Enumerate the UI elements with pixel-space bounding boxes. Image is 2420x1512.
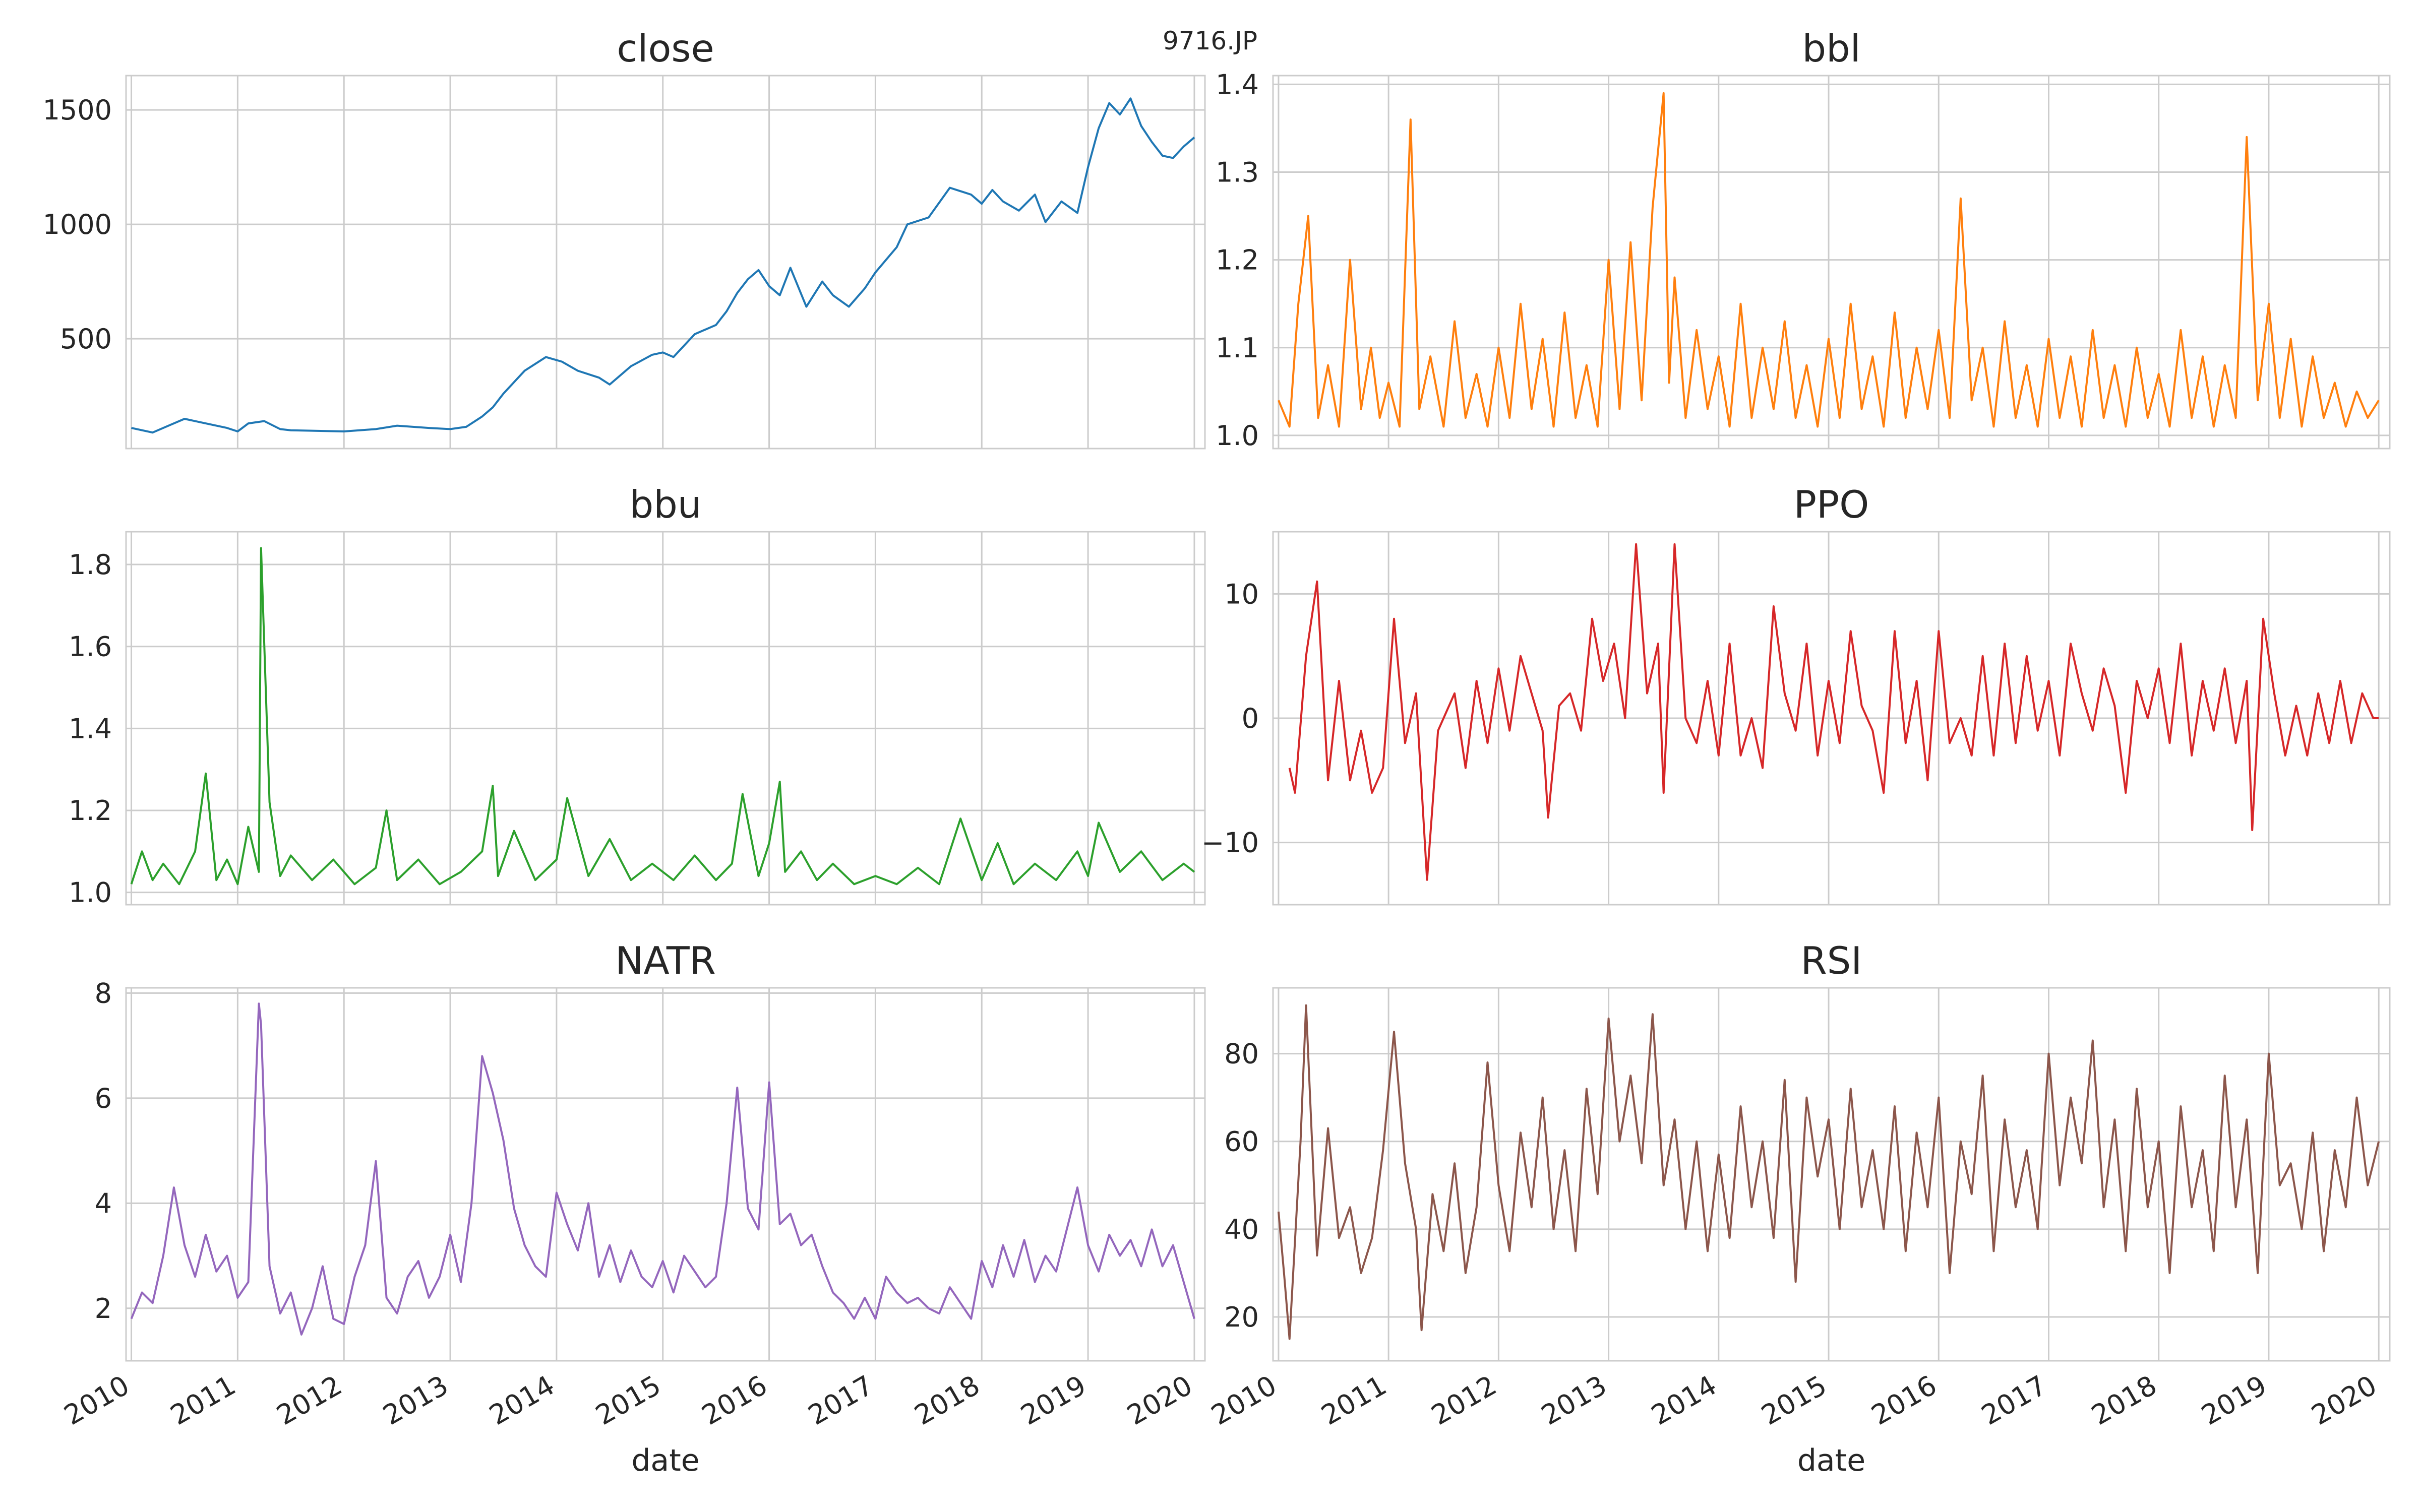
y-tick-label: 1.4 (1216, 69, 1259, 100)
y-tick-label: 10 (1224, 578, 1259, 610)
y-tick-label: 1.6 (69, 631, 112, 663)
figure-suptitle: 9716.JP (1163, 26, 1257, 55)
y-tick-label: 1.1 (1216, 332, 1259, 364)
y-tick-label: 500 (60, 323, 112, 355)
axes-frame (1272, 987, 2391, 1362)
axes-frame (1272, 531, 2391, 906)
y-tick-label: 1.0 (1216, 420, 1259, 452)
x-axis-label: date (1797, 1443, 1865, 1478)
y-tick-label: 1.4 (69, 713, 112, 744)
panel-title: close (617, 26, 714, 71)
series-line-natr (130, 1002, 1195, 1336)
y-tick-label: 8 (95, 977, 112, 1009)
y-tick-label: 6 (95, 1083, 112, 1114)
axes-frame (1272, 75, 2391, 450)
axes-frame (125, 75, 1206, 450)
y-tick-label: −10 (1201, 827, 1259, 859)
panel-title: bbu (630, 482, 702, 527)
y-tick-label: 1.3 (1216, 157, 1259, 188)
y-tick-label: 1.0 (69, 877, 112, 909)
panel-ppo: PPO −10 0 10 (1201, 482, 2391, 906)
panel-title: bbl (1802, 26, 1860, 71)
y-tick-label: 1000 (43, 209, 112, 240)
y-tick-label: 1500 (43, 94, 112, 126)
series-line-rsi (1277, 1004, 2380, 1340)
x-axis-label: date (631, 1443, 699, 1478)
series-line-bbu (130, 547, 1195, 886)
panel-title: PPO (1794, 482, 1869, 527)
y-tick-label: 40 (1224, 1214, 1259, 1245)
y-tick-label: 0 (1242, 703, 1259, 734)
panel-close: close 500 1000 1500 (43, 26, 1206, 450)
series-line-ppo (1288, 543, 2379, 881)
series-line-close (131, 97, 1195, 434)
y-tick-label: 20 (1224, 1301, 1259, 1333)
y-tick-label: 80 (1224, 1038, 1259, 1070)
y-tick-label: 2 (95, 1293, 112, 1325)
panel-title: NATR (615, 938, 716, 983)
panel-bbu: bbu 1.0 1.2 1.4 1.6 1.8 (69, 482, 1206, 909)
panel-title: RSI (1801, 938, 1862, 983)
axes-frame (125, 987, 1206, 1362)
y-tick-label: 1.8 (69, 549, 112, 581)
y-tick-label: 60 (1224, 1126, 1259, 1158)
panel-bbl: bbl 1.0 1.1 1.2 1.3 1.4 (1216, 26, 2391, 452)
y-tick-label: 1.2 (1216, 244, 1259, 276)
axes-frame (125, 531, 1206, 906)
series-line-bbl (1278, 92, 2380, 428)
y-tick-label: 4 (95, 1187, 112, 1219)
y-tick-label: 1.2 (69, 795, 112, 827)
